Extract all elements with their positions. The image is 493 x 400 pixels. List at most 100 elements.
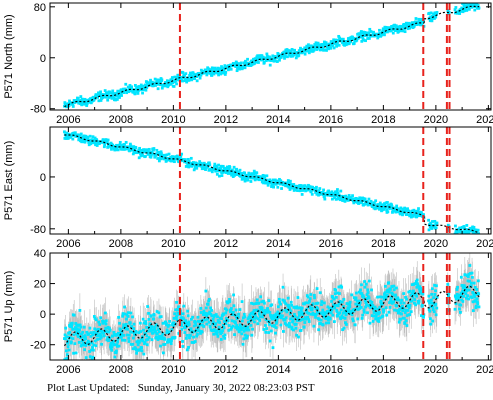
east-data-point	[266, 179, 270, 183]
north-data-point	[98, 94, 102, 98]
up-data-point	[392, 300, 396, 304]
up-data-point	[165, 328, 169, 332]
up-data-point	[307, 318, 311, 322]
north-data-point	[141, 91, 144, 95]
up-data-point	[204, 311, 207, 315]
up-data-point	[319, 318, 323, 322]
north-data-point	[393, 29, 397, 33]
east-data-point	[271, 178, 275, 182]
north-data-point	[268, 56, 272, 60]
up-data-point	[472, 292, 476, 296]
up-data-point	[336, 291, 340, 295]
east-data-point	[104, 138, 108, 141]
east-data-point	[207, 161, 211, 165]
up-data-point	[299, 329, 303, 332]
east-data-point	[323, 195, 326, 199]
north-data-point	[175, 76, 179, 80]
north-event-lines	[178, 3, 451, 110]
east-data-point	[106, 145, 110, 149]
up-data-point	[172, 321, 176, 325]
up-data-point	[130, 330, 134, 334]
up-data-point	[137, 331, 141, 335]
east-data-point	[360, 201, 364, 204]
up-data-point	[187, 345, 190, 349]
north-data-point	[168, 79, 172, 83]
up-data-point	[282, 299, 286, 303]
up-data-point	[467, 272, 471, 276]
up-data-point	[65, 335, 69, 339]
east-data-point	[86, 137, 90, 141]
up-data-point	[336, 304, 340, 308]
up-data-point	[249, 324, 253, 327]
up-data-point	[101, 321, 105, 325]
up-data-point	[206, 303, 210, 306]
north-data-point	[409, 25, 413, 29]
north-data-point	[191, 71, 195, 74]
up-data-point	[87, 340, 91, 344]
up-data-point	[141, 317, 145, 321]
north-data-point	[393, 23, 396, 27]
north-data-point	[110, 95, 113, 99]
east-data-point	[400, 211, 404, 215]
up-data-point	[390, 296, 393, 300]
east-data-point	[261, 175, 265, 179]
east-y-tick-label: 0	[40, 172, 46, 184]
north-data-point	[470, 5, 474, 9]
up-data-point	[216, 315, 219, 319]
up-data-point	[434, 313, 438, 317]
east-data-point	[204, 163, 208, 167]
north-x-tick-label: 2016	[319, 114, 343, 126]
up-data-point	[209, 312, 213, 316]
up-data-point	[378, 311, 381, 314]
north-data-point	[110, 92, 114, 95]
up-data-point	[370, 288, 373, 292]
east-data-point	[202, 161, 206, 165]
up-data-point	[224, 322, 228, 325]
north-data-point	[435, 12, 438, 16]
east-model-line	[64, 134, 480, 234]
north-data-point	[325, 49, 328, 52]
east-data-point	[244, 177, 248, 181]
up-data-point	[373, 305, 377, 309]
north-data-point	[99, 90, 102, 94]
east-data-point	[363, 199, 367, 202]
east-data-point	[462, 230, 465, 234]
up-data-point	[373, 307, 377, 311]
up-data-point	[91, 345, 94, 349]
east-data-point	[462, 225, 466, 228]
up-data-point	[366, 288, 370, 292]
east-data-point	[344, 194, 348, 198]
up-data-point	[109, 343, 113, 347]
up-data-point	[182, 304, 186, 308]
up-data-point	[338, 292, 341, 295]
north-data-point	[128, 84, 132, 87]
up-data-point	[167, 330, 171, 334]
north-data-point	[89, 97, 92, 101]
up-data-point	[475, 288, 479, 291]
up-y-tick-label: 0	[40, 309, 46, 321]
up-data-point	[430, 298, 433, 302]
up-data-point	[336, 314, 339, 317]
up-data-point	[174, 308, 178, 312]
up-data-point	[308, 297, 312, 301]
east-data-point	[132, 145, 136, 148]
up-data-point	[475, 297, 479, 301]
north-data-point	[249, 61, 252, 65]
up-data-point	[118, 334, 122, 338]
up-data-point	[138, 348, 142, 352]
east-data-point	[337, 197, 341, 201]
east-data-point	[395, 206, 399, 210]
north-data-point	[383, 33, 386, 37]
up-data-point	[329, 306, 333, 310]
north-data-point	[430, 19, 434, 23]
up-data-point	[199, 306, 203, 310]
north-data-point	[239, 61, 243, 65]
north-data-point	[195, 75, 199, 79]
north-data-point	[223, 73, 227, 76]
up-data-point	[292, 328, 295, 332]
up-data-point	[184, 325, 188, 329]
up-data-point	[267, 331, 270, 334]
north-data-point	[363, 34, 367, 38]
north-data-point	[301, 50, 304, 54]
up-data-point	[469, 272, 472, 275]
